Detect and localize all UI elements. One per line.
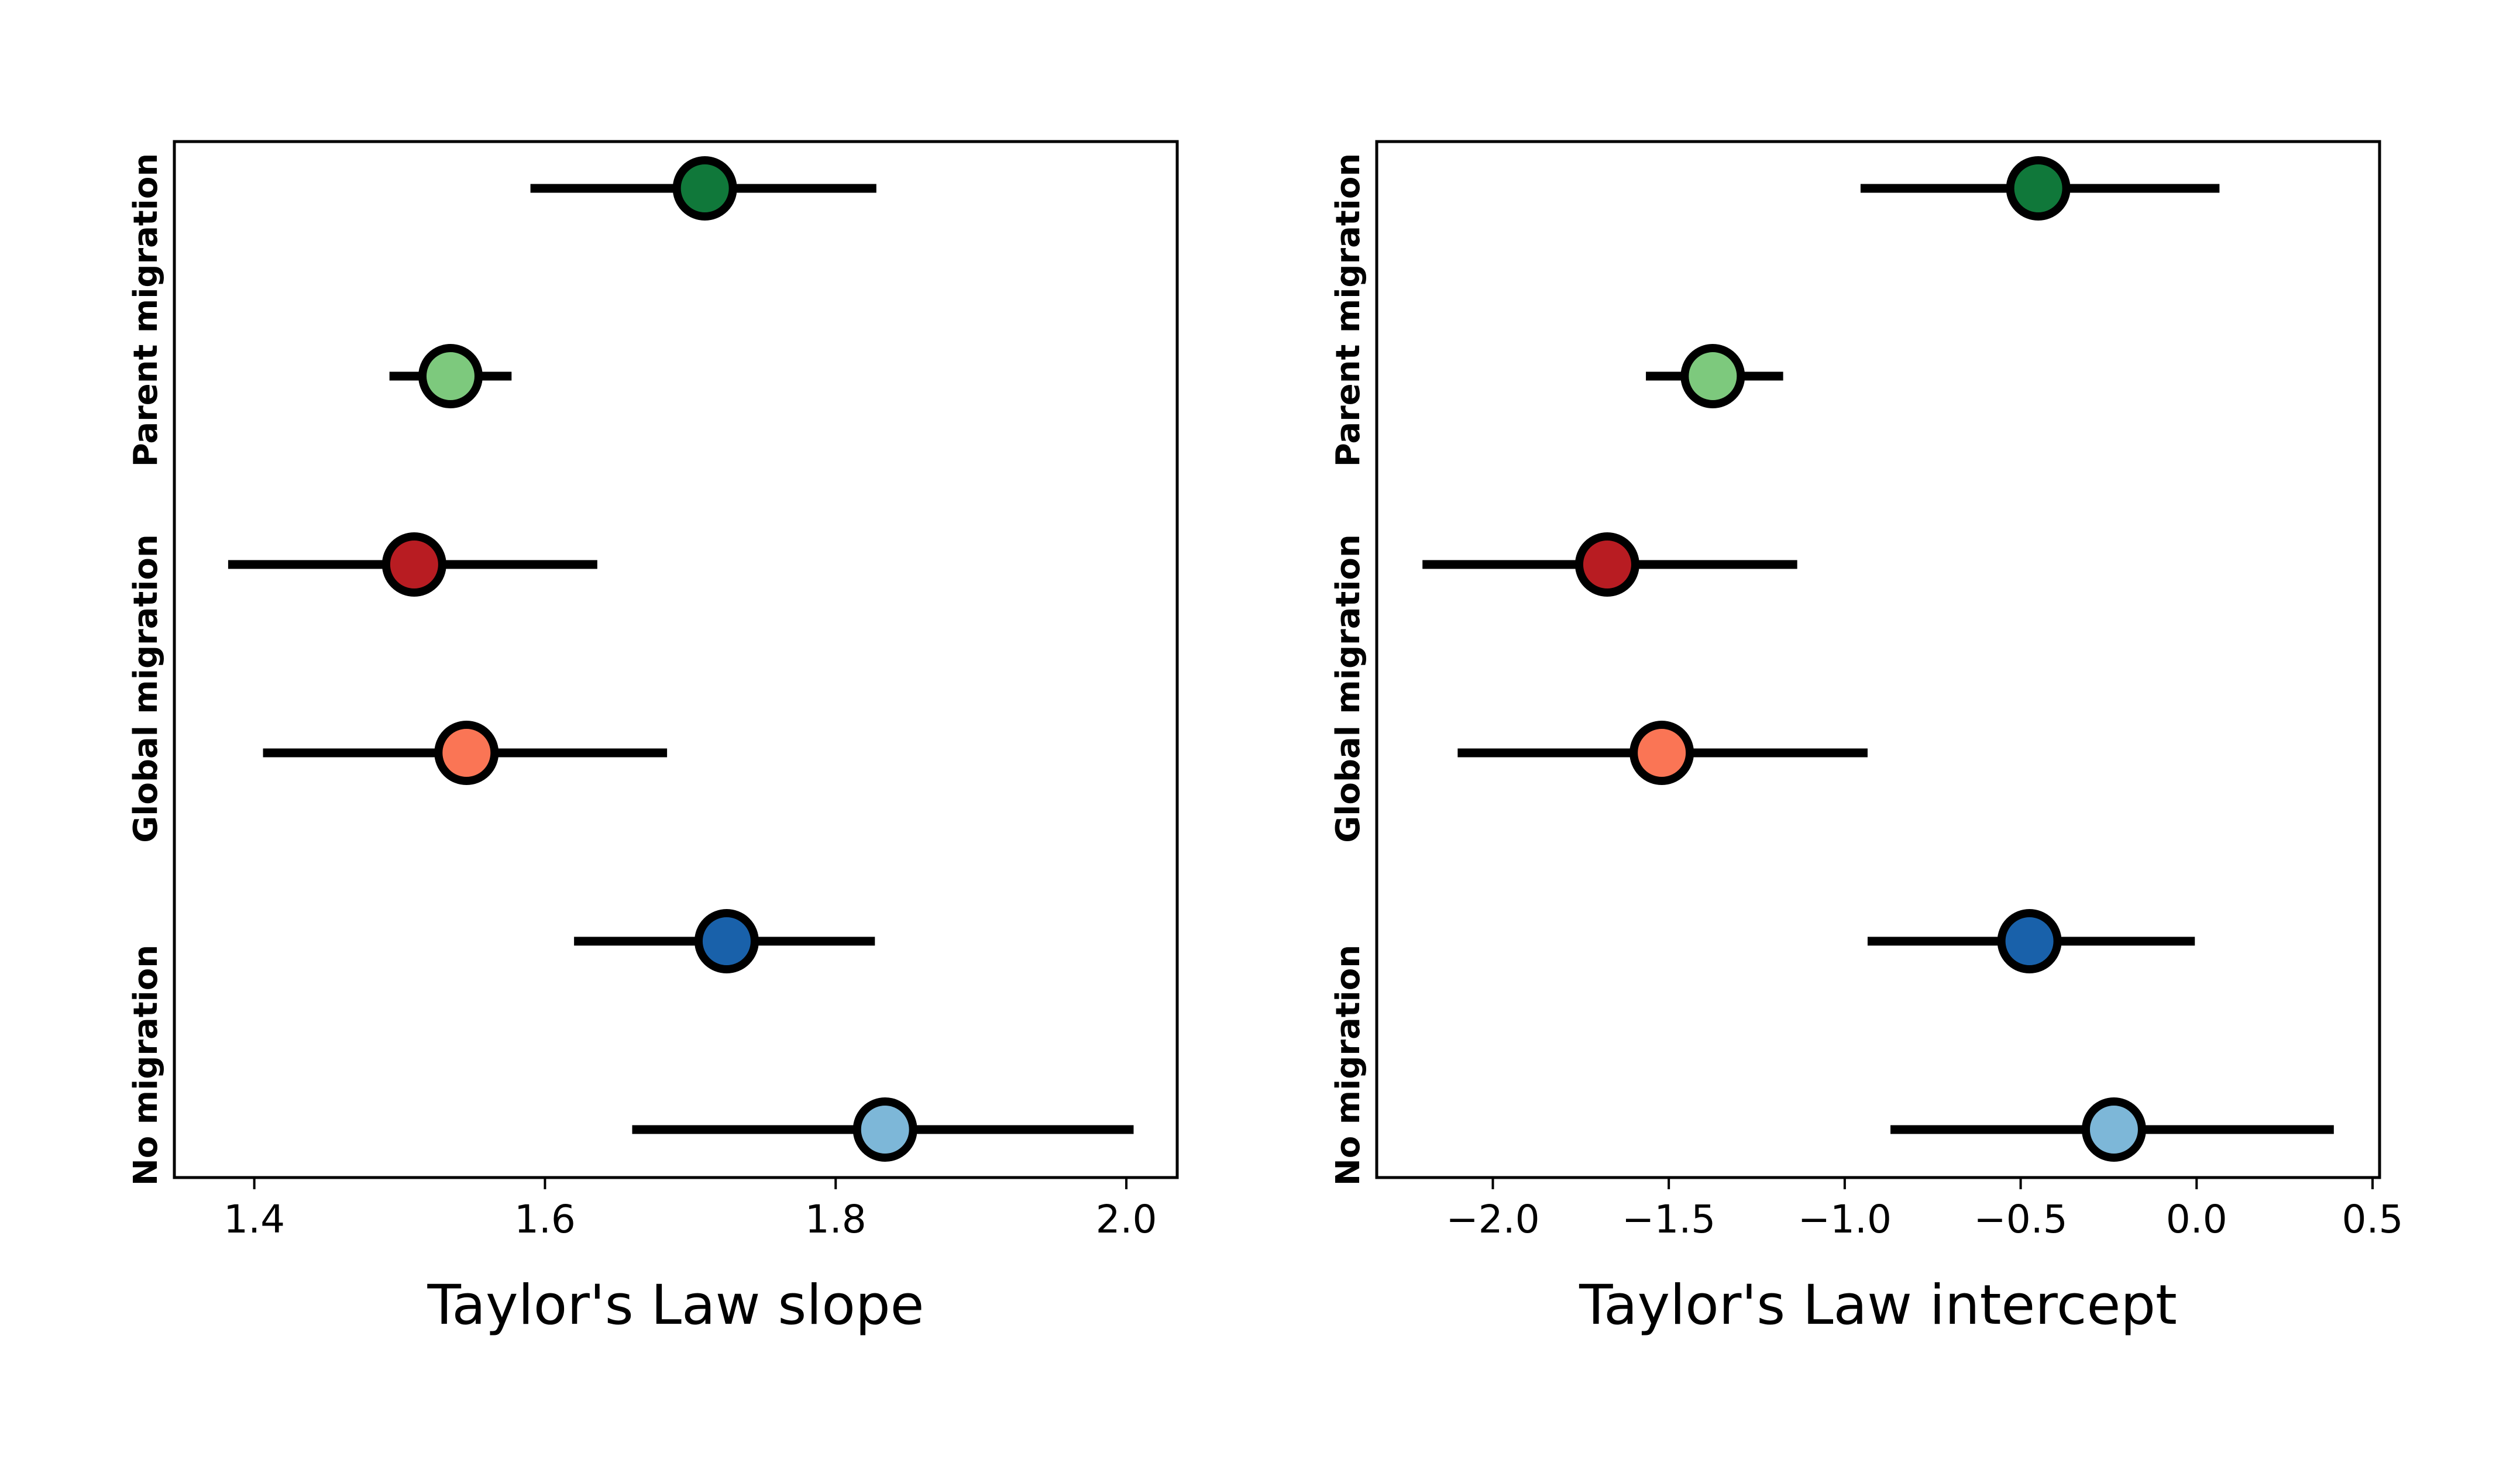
slope-x-tick-label: 1.4 <box>224 1197 285 1242</box>
slope-x-tick-label: 1.8 <box>805 1197 867 1242</box>
intercept-x-tick-label: 0.5 <box>2342 1197 2403 1242</box>
intercept-point-marker <box>2006 156 2071 221</box>
intercept-x-tick-label: −1.5 <box>1622 1197 1715 1242</box>
intercept-x-tick-label: −0.5 <box>1974 1197 2067 1242</box>
slope-panel: 1.4 1.6 1.8 2.0 Parent migration Global migr… <box>127 140 1179 1337</box>
intercept-panel: −2.0 −1.5 −1.0 −0.5 0.0 0.5 Parent migration G… <box>1329 140 2403 1337</box>
slope-point-marker <box>672 156 737 221</box>
intercept-group-label: No migration <box>1329 945 1367 1186</box>
slope-axes-frame <box>173 140 1179 1179</box>
slope-point-marker <box>381 532 446 597</box>
slope-group-label: Global migration <box>127 534 165 843</box>
intercept-x-axis-label: Taylor's Law intercept <box>1579 1273 2177 1337</box>
intercept-group-labels: Parent migration Global migration No migra… <box>1329 153 1367 1186</box>
intercept-point-marker <box>1629 721 1694 785</box>
slope-group-labels: Parent migration Global migration No migra… <box>127 153 165 1186</box>
slope-point-marker <box>418 344 483 408</box>
slope-point-marker <box>434 721 499 785</box>
intercept-group-label: Global migration <box>1329 534 1367 843</box>
intercept-x-tick-label: 0.0 <box>2166 1197 2227 1242</box>
slope-group-label: No migration <box>127 945 165 1186</box>
slope-x-tick-label: 1.6 <box>514 1197 576 1242</box>
slope-x-ticks: 1.4 1.6 1.8 2.0 <box>224 1178 1157 1242</box>
slope-x-axis-label: Taylor's Law slope <box>427 1273 924 1337</box>
intercept-point-marker <box>1680 344 1745 408</box>
intercept-x-ticks: −2.0 −1.5 −1.0 −0.5 0.0 0.5 <box>1446 1178 2403 1242</box>
intercept-point-marker <box>1997 909 2062 973</box>
slope-point-marker <box>694 909 759 973</box>
intercept-x-tick-label: −1.0 <box>1798 1197 1892 1242</box>
intercept-point-marker <box>2081 1097 2146 1162</box>
intercept-group-label: Parent migration <box>1329 153 1367 467</box>
intercept-series-layer <box>1422 156 2334 1162</box>
intercept-axes-frame <box>1375 140 2381 1179</box>
intercept-x-tick-label: −2.0 <box>1446 1197 1539 1242</box>
slope-point-marker <box>852 1097 917 1162</box>
slope-x-tick-label: 2.0 <box>1096 1197 1157 1242</box>
slope-group-label: Parent migration <box>127 153 165 467</box>
slope-series-layer <box>228 156 1134 1162</box>
intercept-point-marker <box>1574 532 1639 597</box>
